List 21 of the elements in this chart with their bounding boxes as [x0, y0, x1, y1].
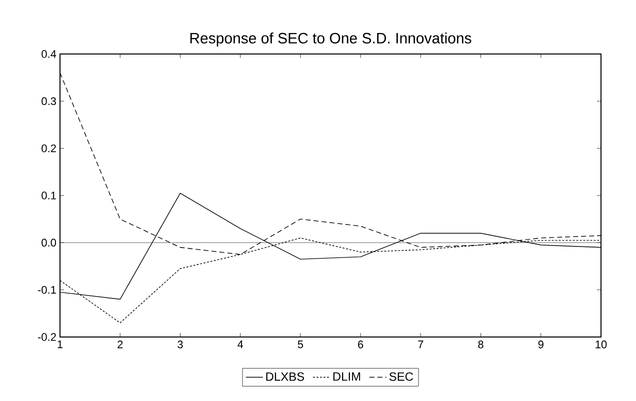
x-tick-label: 2	[118, 340, 123, 348]
x-tick-label: 9	[538, 340, 544, 348]
y-tick-label: 0.1	[42, 192, 56, 200]
x-tick-label: 6	[358, 340, 364, 348]
y-tick-label: 0.4	[42, 50, 56, 58]
y-tick-label: 0.0	[42, 238, 56, 247]
x-tick-label: 5	[298, 340, 304, 348]
legend-label: DLIM	[333, 372, 360, 381]
y-tick-label: 0.2	[42, 144, 56, 152]
y-tick-label: 0.3	[42, 97, 56, 106]
x-tick-label: 7	[418, 340, 424, 348]
legend-label: SEC	[389, 372, 414, 381]
x-tick-label: 4	[238, 340, 244, 348]
y-tick-label: -0.2	[38, 333, 56, 341]
legend-label: DLXBS	[266, 372, 304, 381]
x-tick-label: 3	[178, 340, 183, 348]
x-tick-label: 8	[478, 340, 484, 348]
chart-title: Response of SEC to One S.D. Innovations	[190, 32, 472, 46]
y-tick-label: -0.1	[38, 286, 56, 294]
x-tick-label: 1	[58, 340, 63, 348]
x-tick-label: 10	[596, 340, 607, 348]
